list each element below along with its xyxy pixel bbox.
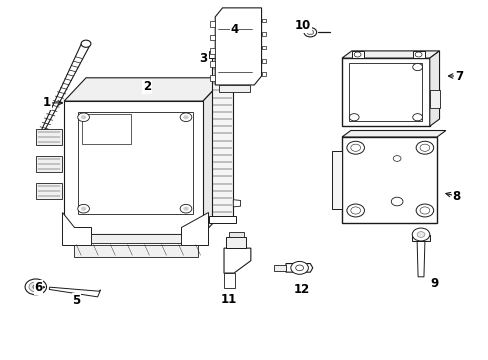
Circle shape <box>415 141 433 154</box>
Circle shape <box>392 156 400 161</box>
Polygon shape <box>219 85 250 92</box>
Polygon shape <box>49 287 101 297</box>
Circle shape <box>353 52 360 57</box>
Text: 7: 7 <box>454 69 462 82</box>
Circle shape <box>290 261 308 274</box>
Circle shape <box>412 63 422 71</box>
Circle shape <box>180 113 191 122</box>
Text: 3: 3 <box>199 51 207 64</box>
Polygon shape <box>261 32 266 36</box>
Polygon shape <box>210 35 215 40</box>
Polygon shape <box>203 78 224 234</box>
Circle shape <box>180 204 191 213</box>
Circle shape <box>412 114 422 121</box>
Text: 2: 2 <box>142 80 151 93</box>
Polygon shape <box>348 63 422 121</box>
Circle shape <box>419 144 429 151</box>
Polygon shape <box>411 234 429 241</box>
Polygon shape <box>78 112 193 214</box>
Polygon shape <box>273 265 285 271</box>
Text: 6: 6 <box>35 281 43 294</box>
Polygon shape <box>261 72 266 76</box>
Circle shape <box>346 204 364 217</box>
Text: 1: 1 <box>43 96 51 109</box>
Text: 4: 4 <box>230 23 238 36</box>
Circle shape <box>304 28 316 37</box>
Circle shape <box>416 231 424 237</box>
Circle shape <box>78 113 89 122</box>
Polygon shape <box>61 212 91 244</box>
Circle shape <box>25 279 46 295</box>
Polygon shape <box>181 212 207 244</box>
Circle shape <box>390 197 402 206</box>
Circle shape <box>306 30 313 35</box>
Polygon shape <box>217 47 227 53</box>
Polygon shape <box>285 264 312 272</box>
Polygon shape <box>341 137 436 223</box>
Polygon shape <box>331 151 341 209</box>
Polygon shape <box>210 62 215 67</box>
Polygon shape <box>211 56 233 218</box>
Polygon shape <box>341 131 445 137</box>
Polygon shape <box>261 19 266 22</box>
Polygon shape <box>64 101 203 234</box>
Polygon shape <box>226 237 245 248</box>
Polygon shape <box>261 59 266 63</box>
Polygon shape <box>210 75 215 81</box>
Circle shape <box>295 265 303 271</box>
Text: 8: 8 <box>451 190 460 203</box>
Circle shape <box>414 52 421 57</box>
Circle shape <box>183 116 188 119</box>
Polygon shape <box>261 45 266 49</box>
Polygon shape <box>81 114 131 144</box>
Circle shape <box>29 282 42 292</box>
Circle shape <box>81 207 86 211</box>
Polygon shape <box>39 42 90 137</box>
Polygon shape <box>209 216 235 223</box>
Polygon shape <box>64 78 224 101</box>
Circle shape <box>411 228 429 241</box>
Polygon shape <box>224 273 234 288</box>
Polygon shape <box>228 232 243 237</box>
Circle shape <box>350 207 360 214</box>
Circle shape <box>350 144 360 151</box>
Polygon shape <box>36 156 61 172</box>
Polygon shape <box>91 234 181 243</box>
Circle shape <box>81 116 86 119</box>
Circle shape <box>33 285 39 289</box>
Polygon shape <box>233 200 240 207</box>
Text: 9: 9 <box>429 278 438 291</box>
Polygon shape <box>36 129 61 145</box>
Text: 11: 11 <box>220 293 237 306</box>
Circle shape <box>81 40 91 47</box>
Text: 10: 10 <box>294 19 310 32</box>
Polygon shape <box>210 21 215 27</box>
Polygon shape <box>341 51 439 58</box>
Polygon shape <box>412 51 424 58</box>
Circle shape <box>415 204 433 217</box>
Polygon shape <box>429 90 439 108</box>
Polygon shape <box>341 58 429 126</box>
Circle shape <box>419 207 429 214</box>
Polygon shape <box>351 51 363 58</box>
Text: 12: 12 <box>293 283 309 296</box>
Polygon shape <box>209 51 235 58</box>
Polygon shape <box>233 67 240 74</box>
Polygon shape <box>210 48 215 54</box>
Polygon shape <box>429 51 439 126</box>
Polygon shape <box>215 8 261 85</box>
Polygon shape <box>224 248 250 273</box>
Polygon shape <box>36 183 61 199</box>
Polygon shape <box>74 244 198 257</box>
Circle shape <box>346 141 364 154</box>
Text: 5: 5 <box>72 294 80 307</box>
Circle shape <box>183 207 188 211</box>
Circle shape <box>78 204 89 213</box>
Polygon shape <box>416 241 424 277</box>
Circle shape <box>348 114 358 121</box>
